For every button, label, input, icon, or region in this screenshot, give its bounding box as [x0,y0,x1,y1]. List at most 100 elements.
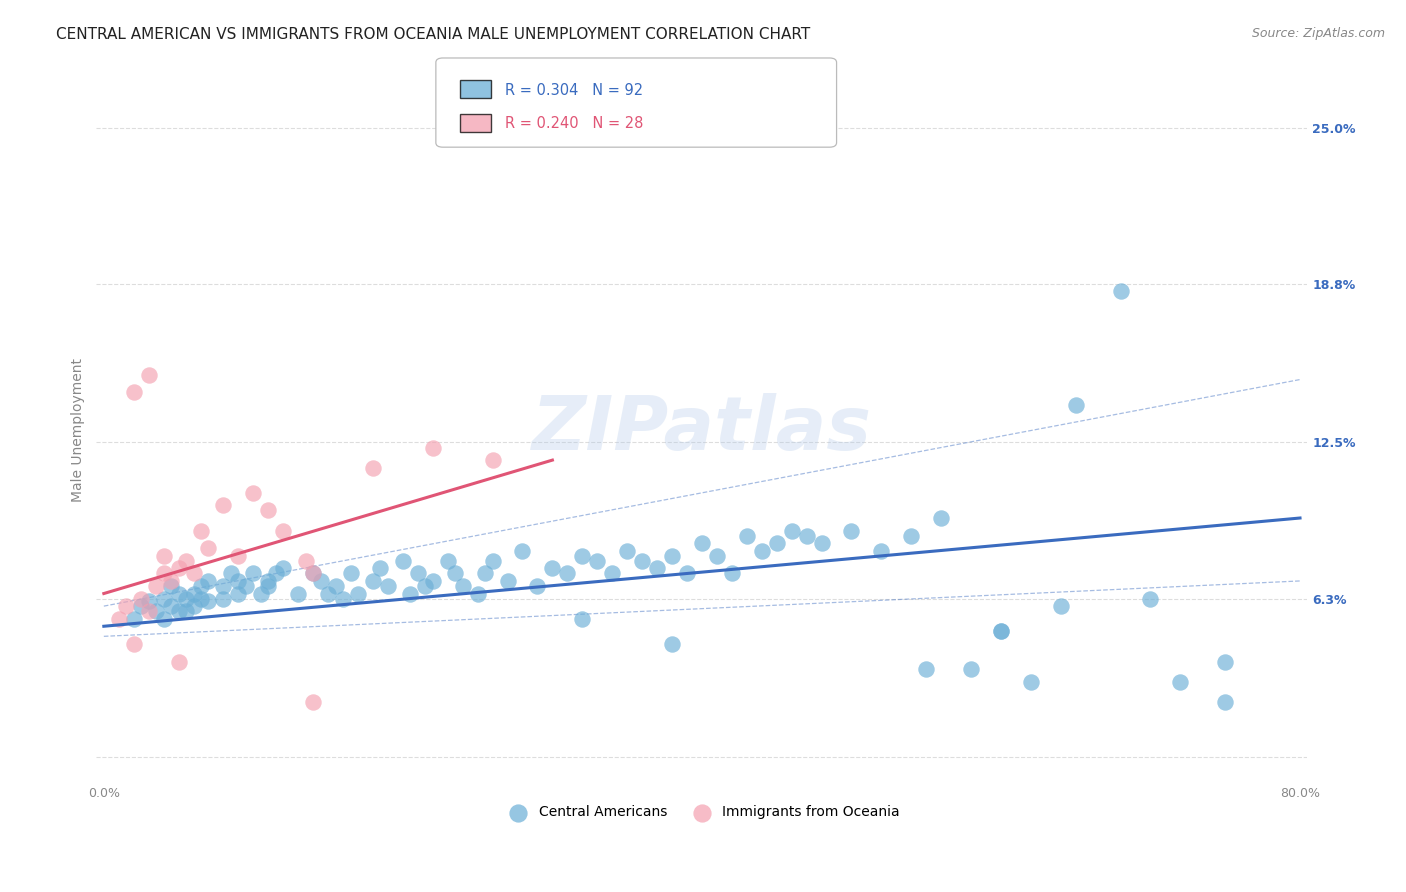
Point [197,541,219,556]
Point [586,554,609,568]
Text: CENTRAL AMERICAN VS IMMIGRANTS FROM OCEANIA MALE UNEMPLOYMENT CORRELATION CHART: CENTRAL AMERICAN VS IMMIGRANTS FROM OCEA… [56,27,810,42]
Point [228,549,250,563]
Point [436,554,458,568]
Point [676,566,699,581]
Point [129,599,152,614]
Point [1064,398,1087,412]
Point [347,586,370,600]
Point [212,579,235,593]
Point [1109,285,1132,299]
Point [287,586,309,600]
Point [122,637,145,651]
Point [212,591,235,606]
Text: R = 0.240   N = 28: R = 0.240 N = 28 [505,116,643,131]
Point [107,612,129,626]
Point [361,574,384,588]
Point [870,543,893,558]
Point [309,574,332,588]
Point [174,591,197,606]
Point [316,586,339,600]
Point [228,574,250,588]
Point [399,586,422,600]
Point [257,574,280,588]
Point [735,528,758,542]
Point [190,579,212,593]
Point [541,561,564,575]
Point [571,612,593,626]
Point [167,604,190,618]
Point [152,566,174,581]
Point [190,591,212,606]
Point [481,554,503,568]
Point [721,566,744,581]
Point [174,604,197,618]
Point [138,368,160,382]
Point [302,566,325,581]
Point [361,460,384,475]
Point [228,586,250,600]
Point [235,579,257,593]
Point [257,503,280,517]
Point [557,566,579,581]
Point [152,612,174,626]
Point [138,604,160,618]
Point [929,511,952,525]
Point [167,586,190,600]
Point [302,566,325,581]
Point [160,574,183,588]
Point [152,549,174,563]
Point [690,536,713,550]
Point [765,536,787,550]
Point [122,612,145,626]
Point [780,524,803,538]
Point [160,599,183,614]
Point [474,566,496,581]
Point [571,549,593,563]
Point [1170,674,1192,689]
Point [481,453,503,467]
Point [339,566,361,581]
Point [250,586,273,600]
Point [526,579,548,593]
Point [451,579,474,593]
Point [294,554,316,568]
Point [413,579,436,593]
Text: ZIPatlas: ZIPatlas [531,393,872,467]
Point [751,543,773,558]
Point [1049,599,1071,614]
Point [197,594,219,608]
Point [444,566,467,581]
Point [796,528,818,542]
Point [183,586,205,600]
Point [1213,655,1236,669]
Point [645,561,668,575]
Point [219,566,242,581]
Point [900,528,922,542]
Point [1139,591,1161,606]
Point [512,543,534,558]
Point [138,594,160,608]
Point [271,524,294,538]
Point [661,637,683,651]
Point [145,579,167,593]
Point [990,624,1012,639]
Text: R = 0.304   N = 92: R = 0.304 N = 92 [505,83,643,97]
Point [1213,695,1236,709]
Y-axis label: Male Unemployment: Male Unemployment [72,358,86,502]
Point [264,566,287,581]
Point [183,599,205,614]
Point [183,566,205,581]
Point [422,441,444,455]
Point [406,566,429,581]
Point [152,591,174,606]
Point [257,579,280,593]
Point [197,574,219,588]
Point [392,554,415,568]
Point [960,662,983,676]
Point [496,574,519,588]
Point [167,655,190,669]
Point [467,586,489,600]
Point [377,579,399,593]
Point [332,591,354,606]
Point [129,591,152,606]
